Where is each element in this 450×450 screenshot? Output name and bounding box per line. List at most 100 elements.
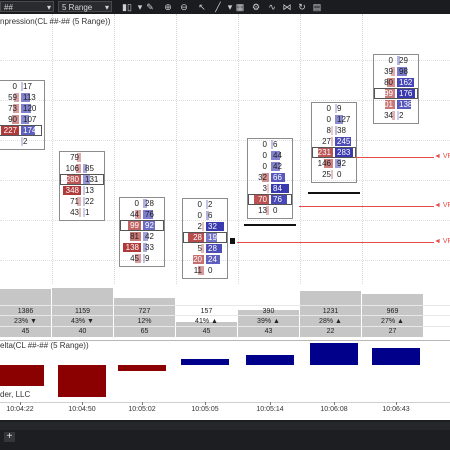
stat-pct: 28% ▲ [319, 318, 342, 325]
stat-volume: 1386 [17, 308, 34, 315]
ask-volume-bar [271, 162, 280, 171]
ask-value: 0 [208, 266, 213, 275]
time-tick [20, 402, 21, 405]
add-tab-button[interactable]: + [4, 432, 15, 442]
vertical-gridline [52, 14, 53, 284]
ask-value: 98 [399, 67, 408, 76]
time-tick [396, 402, 397, 405]
bid-value: 20 [193, 255, 202, 264]
stat-volume: 969 [386, 308, 399, 315]
strategies-icon[interactable]: ⚙ [251, 2, 261, 12]
ask-value: 19 [208, 233, 217, 242]
refresh-icon[interactable]: ↻ [298, 2, 306, 12]
ask-volume-bar [206, 211, 209, 220]
ask-value: 28 [208, 244, 217, 253]
ask-volume-bar [271, 140, 273, 149]
value-area-line [355, 157, 434, 158]
bid-volume-bar [267, 184, 269, 193]
ask-value [85, 153, 105, 162]
footprint-bar-4[interactable] [182, 198, 228, 279]
ask-volume-bar [335, 126, 337, 135]
zoom-in-icon[interactable]: ⊕ [164, 2, 172, 12]
footprint-bar-3[interactable] [119, 197, 165, 267]
dropdown-icon[interactable]: ▾ [227, 2, 233, 12]
stat-count: 65 [140, 328, 149, 335]
ask-value: 2 [208, 200, 213, 209]
poc-box [120, 220, 164, 231]
delta-bar-positive [310, 343, 358, 365]
footprint-bar-6[interactable] [311, 102, 357, 183]
horizontal-gridline [0, 60, 450, 61]
stat-pct: 23% ▼ [14, 318, 37, 325]
bid-value: 44 [130, 210, 139, 219]
interval-selector[interactable]: 5 Range ▾ [58, 1, 112, 12]
bid-value: 13 [258, 206, 267, 215]
vertical-gridline [176, 14, 177, 284]
footprint-bar-2[interactable] [59, 151, 105, 221]
stat-count: 22 [326, 328, 335, 335]
footprint-bar-1[interactable] [0, 80, 45, 150]
time-label: 10:04:22 [6, 406, 34, 413]
stat-column [238, 310, 299, 337]
ask-volume-bar [143, 221, 155, 230]
zoom-out-icon[interactable]: ⊖ [180, 2, 188, 12]
ask-value: 283 [337, 148, 351, 157]
ask-volume-bar [271, 184, 289, 193]
stats-row-divider [0, 315, 450, 316]
ask-volume-bar [397, 78, 414, 87]
bid-value: 106 [65, 164, 79, 173]
ask-volume-bar [397, 100, 411, 109]
ask-volume-bar [271, 195, 287, 204]
time-tick [82, 402, 83, 405]
bid-value: 43 [70, 208, 79, 217]
properties-icon[interactable]: ▦ [235, 2, 245, 12]
time-tick [142, 402, 143, 405]
bid-value: 73 [8, 104, 17, 113]
stat-pct: 39% ▲ [257, 318, 280, 325]
interval-label: 5 Range [62, 3, 93, 12]
bid-volume-bar [77, 153, 81, 162]
instrument-selector[interactable]: ## ▾ [0, 1, 54, 12]
ask-value: 9 [337, 104, 342, 113]
ask-value: 32 [208, 222, 217, 231]
vertical-gridline [114, 14, 115, 284]
bid-volume-bar [391, 67, 395, 76]
delta-pane[interactable] [0, 340, 450, 401]
ask-volume-bar [21, 93, 30, 102]
stat-column [300, 291, 361, 337]
stat-count: 40 [78, 328, 87, 335]
bid-volume-bar [76, 164, 81, 173]
bid-value: 32 [258, 173, 267, 182]
stat-column [114, 298, 175, 337]
time-axis[interactable] [0, 402, 450, 421]
bid-value: 0 [197, 211, 202, 220]
time-label: 10:05:05 [191, 406, 219, 413]
ask-volume-bar [143, 243, 147, 252]
stat-count: 45 [21, 328, 30, 335]
ask-volume-bar [335, 104, 337, 113]
data-box-icon[interactable]: ▤ [312, 2, 322, 12]
bid-volume-bar [198, 266, 204, 275]
ask-value: 84 [273, 184, 282, 193]
footprint-bar-7[interactable] [373, 54, 419, 124]
chart-trader-icon[interactable]: ∿ [268, 2, 276, 12]
ask-volume-bar [335, 148, 353, 157]
footprint-bar-5[interactable] [247, 138, 293, 219]
draw-line-icon[interactable]: ╱ [215, 2, 221, 12]
bid-value: 146 [317, 159, 331, 168]
ask-volume-bar [83, 164, 87, 173]
ask-value: 22 [85, 197, 94, 206]
bid-value: 99 [130, 221, 139, 230]
indicators-icon[interactable]: ⋈ [282, 2, 292, 12]
bid-volume-bar [202, 222, 204, 231]
bar-type-icon[interactable]: ▮▯ [122, 2, 132, 12]
stat-volume: 157 [200, 308, 213, 315]
time-label: 10:06:08 [320, 406, 348, 413]
pencil-icon[interactable]: ✎ [146, 2, 154, 12]
ask-value: 42 [273, 162, 282, 171]
chart-style-icon[interactable]: ▾ [137, 2, 143, 12]
cursor-icon[interactable]: ↖ [198, 2, 206, 12]
ask-volume-bar [397, 111, 399, 120]
poc-box [183, 232, 227, 243]
ask-value: 38 [337, 126, 346, 135]
